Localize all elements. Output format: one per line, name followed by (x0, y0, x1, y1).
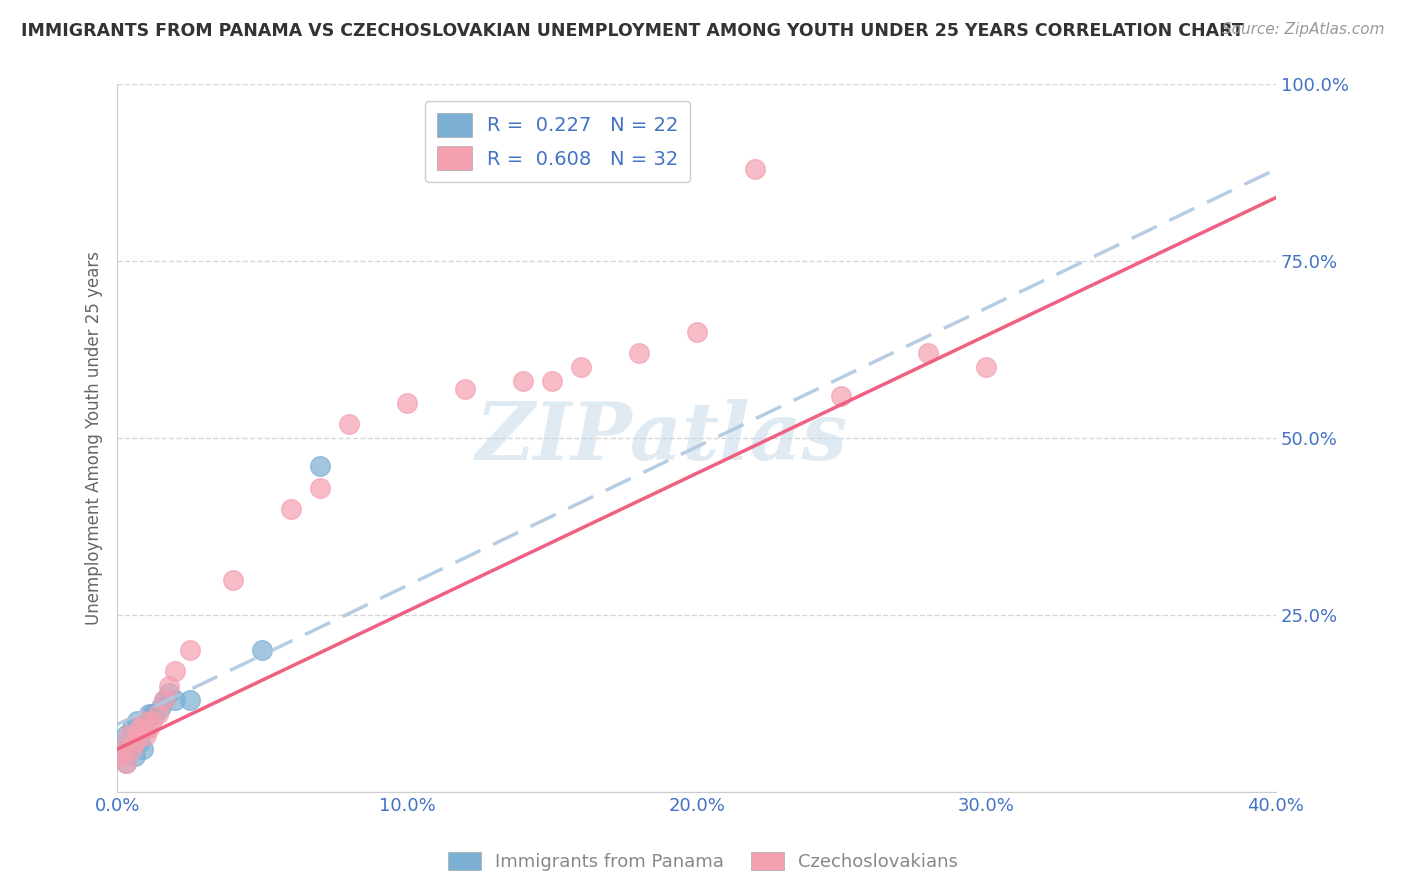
Point (222, 573, 245, 587)
Point (337, 417, 360, 431)
Point (157, 686, 180, 700)
Point (115, 728, 138, 742)
Point (121, 742, 143, 756)
Point (121, 721, 143, 735)
Point (108, 749, 131, 764)
Point (124, 749, 146, 764)
Point (135, 721, 157, 735)
Point (143, 706, 166, 721)
Point (157, 679, 180, 693)
Point (138, 721, 160, 735)
Point (165, 665, 187, 679)
Point (141, 706, 163, 721)
Point (152, 692, 174, 706)
Point (108, 749, 131, 764)
Point (917, 346, 939, 360)
Point (974, 360, 997, 375)
Point (141, 714, 163, 728)
Y-axis label: Unemployment Among Youth under 25 years: Unemployment Among Youth under 25 years (86, 251, 103, 625)
Point (115, 756, 138, 771)
Point (135, 728, 157, 742)
Point (132, 714, 155, 728)
Point (309, 481, 332, 495)
Point (132, 742, 155, 756)
Point (165, 692, 187, 706)
Point (744, 162, 766, 177)
Legend: R =  0.227   N = 22, R =  0.608   N = 32: R = 0.227 N = 22, R = 0.608 N = 32 (425, 101, 690, 182)
Point (115, 756, 138, 771)
Point (127, 728, 149, 742)
Point (280, 501, 302, 516)
Point (124, 735, 146, 749)
Point (540, 375, 562, 389)
Point (250, 643, 273, 657)
Point (111, 742, 134, 756)
Point (121, 742, 143, 756)
Point (129, 735, 152, 749)
Point (569, 360, 592, 375)
Point (309, 459, 332, 474)
Point (512, 375, 534, 389)
Point (146, 706, 169, 721)
Point (152, 692, 174, 706)
Point (111, 742, 134, 756)
Point (138, 706, 160, 721)
Point (454, 382, 477, 396)
Text: ZIPatlas: ZIPatlas (475, 400, 848, 477)
Point (395, 395, 418, 409)
Legend: Immigrants from Panama, Czechoslovakians: Immigrants from Panama, Czechoslovakians (441, 845, 965, 879)
Point (118, 728, 141, 742)
Point (627, 346, 650, 360)
Point (149, 699, 172, 714)
Point (685, 325, 707, 339)
Text: IMMIGRANTS FROM PANAMA VS CZECHOSLOVAKIAN UNEMPLOYMENT AMONG YOUTH UNDER 25 YEAR: IMMIGRANTS FROM PANAMA VS CZECHOSLOVAKIA… (21, 22, 1244, 40)
Point (830, 389, 852, 403)
Point (118, 735, 141, 749)
Point (129, 721, 152, 735)
Point (179, 692, 201, 706)
Point (179, 643, 201, 657)
Text: Source: ZipAtlas.com: Source: ZipAtlas.com (1222, 22, 1385, 37)
Point (127, 714, 149, 728)
